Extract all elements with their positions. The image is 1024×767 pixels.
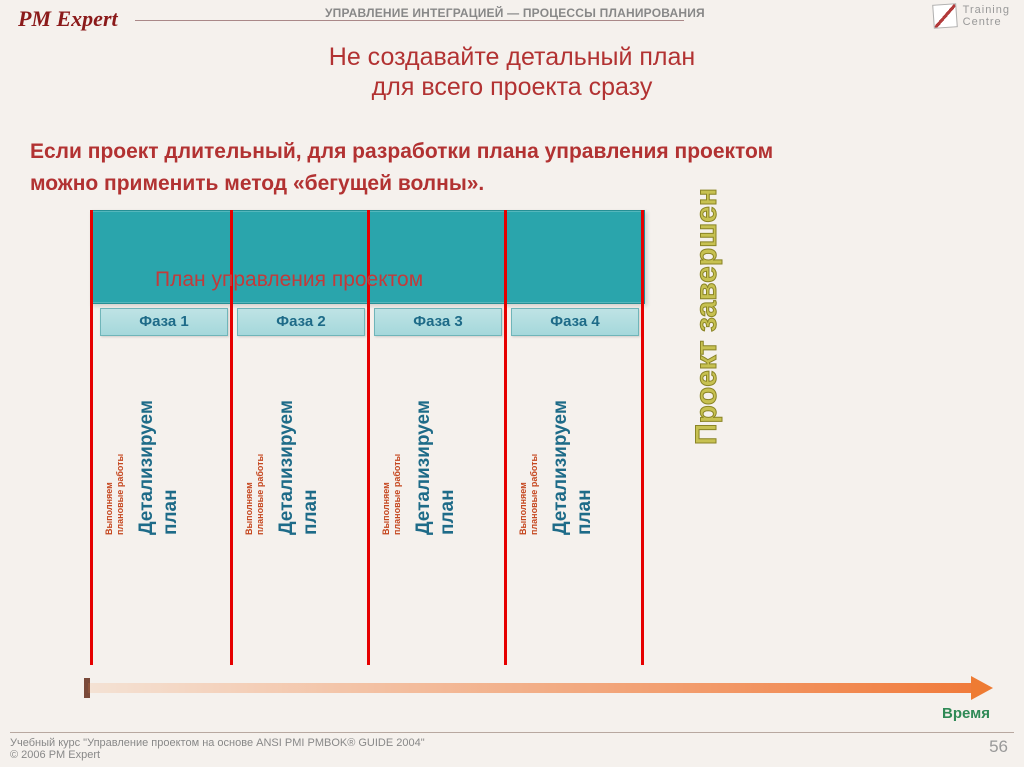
vlabel-4-exec2: плановые работы xyxy=(529,454,539,535)
time-axis-head-icon xyxy=(971,676,993,700)
footer-course: Учебный курс "Управление проектом на осн… xyxy=(10,737,1014,749)
training-centre-logo: Training Centre xyxy=(933,4,1010,28)
tc-line2: Centre xyxy=(963,16,1010,28)
vlabel-3-exec1: Выполняем xyxy=(381,482,391,535)
title-line1: Не создавайте детальный план xyxy=(0,42,1024,72)
page-number: 56 xyxy=(989,737,1008,757)
vline-1 xyxy=(90,210,93,665)
vlabel-1-exec2: плановые работы xyxy=(115,454,125,535)
footer-copyright: © 2006 PM Expert xyxy=(10,749,1014,761)
vlabel-2-detail1: Детализируем xyxy=(276,400,298,535)
title-line2: для всего проекта сразу xyxy=(0,72,1024,102)
header: PM Expert УПРАВЛЕНИЕ ИНТЕГРАЦИЕЙ — ПРОЦЕ… xyxy=(0,0,1024,36)
time-axis-label: Время xyxy=(942,705,990,722)
vline-5 xyxy=(641,210,644,665)
tc-logo-icon xyxy=(932,3,958,29)
phase-3: Фаза 3 xyxy=(374,308,502,336)
rolling-wave-diagram: План управления проектом Фаза 1 Фаза 2 Ф… xyxy=(30,200,990,730)
vlabel-4-exec1: Выполняем xyxy=(518,482,528,535)
vlabel-2-exec1: Выполняем xyxy=(244,482,254,535)
footer: Учебный курс "Управление проектом на осн… xyxy=(10,732,1014,761)
body-text: Если проект длительный, для разработки п… xyxy=(30,136,994,200)
vlabel-4-detail1: Детализируем xyxy=(550,400,572,535)
vlabel-1-exec1: Выполняем xyxy=(104,482,114,535)
vline-4 xyxy=(504,210,507,665)
slide-title: Не создавайте детальный план для всего п… xyxy=(0,42,1024,102)
vlabel-1-detail1: Детализируем xyxy=(136,400,158,535)
time-axis-arrow xyxy=(88,676,993,700)
vlabel-3-detail1: Детализируем xyxy=(413,400,435,535)
project-done-label: Проект завершен xyxy=(690,188,724,445)
vlabel-2-exec2: плановые работы xyxy=(255,454,265,535)
plan-label: План управления проектом xyxy=(155,268,423,292)
vlabel-3-detail2: план xyxy=(437,489,459,535)
body-line2: можно применить метод «бегущей волны». xyxy=(30,168,994,200)
tc-line1: Training xyxy=(963,4,1010,16)
tc-logo-text: Training Centre xyxy=(963,4,1010,28)
vlabel-2-detail2: план xyxy=(300,489,322,535)
phase-2: Фаза 2 xyxy=(237,308,365,336)
phase-4: Фаза 4 xyxy=(511,308,639,336)
vlabel-1-detail2: план xyxy=(160,489,182,535)
phase-1: Фаза 1 xyxy=(100,308,228,336)
brand-logo: PM Expert xyxy=(18,6,118,32)
vlabel-3-exec2: плановые работы xyxy=(392,454,402,535)
vlabel-4-detail2: план xyxy=(574,489,596,535)
body-line1: Если проект длительный, для разработки п… xyxy=(30,136,994,168)
time-axis-shaft xyxy=(88,683,973,693)
header-divider xyxy=(135,20,684,21)
breadcrumb: УПРАВЛЕНИЕ ИНТЕГРАЦИЕЙ — ПРОЦЕССЫ ПЛАНИР… xyxy=(325,6,705,20)
